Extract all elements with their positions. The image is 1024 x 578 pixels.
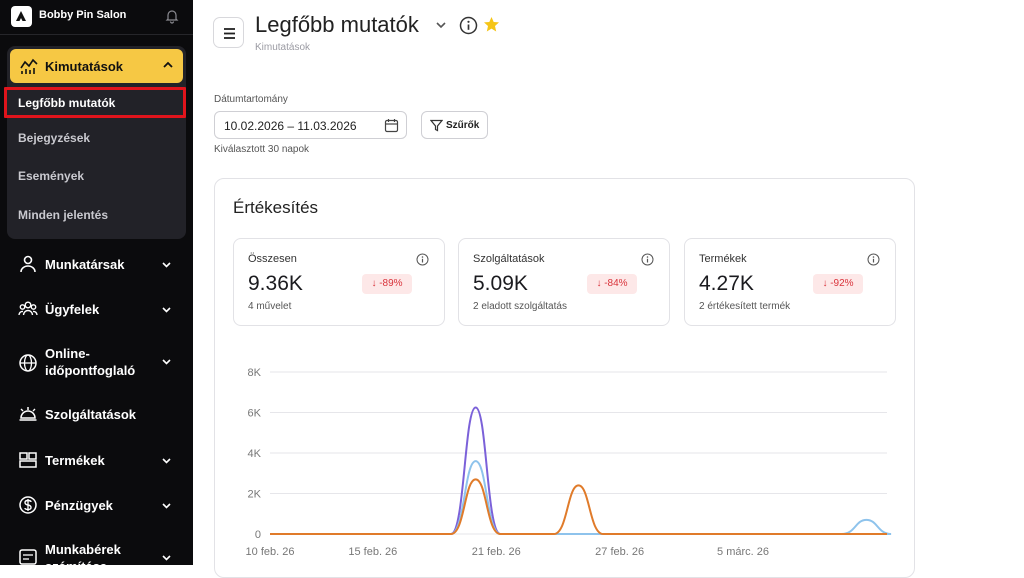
breadcrumb[interactable]: Kimutatások bbox=[255, 42, 311, 53]
globe-icon bbox=[18, 353, 38, 373]
sidebar-item-finances[interactable]: Pénzügyek bbox=[0, 485, 193, 525]
sidebar-item-online-booking[interactable]: Online- időpontfoglaló bbox=[0, 341, 193, 385]
person-icon bbox=[18, 254, 38, 274]
metric-subtext: 2 eladott szolgáltatás bbox=[473, 301, 567, 312]
sidebar-item-label: Szolgáltatások bbox=[45, 407, 137, 422]
chart-x-tick-label: 27 feb. 26 bbox=[595, 546, 644, 558]
page-title: Legfőbb mutatók bbox=[255, 12, 419, 37]
metric-value: 5.09K bbox=[473, 272, 528, 295]
metric-name: Összesen bbox=[248, 253, 297, 265]
metric-card-products[interactable]: Termékek 4.27K ↓ -92% 2 értékesített ter… bbox=[684, 238, 896, 326]
sidebar-item-label: Munkatársak bbox=[45, 257, 125, 272]
sales-card: Értékesítés Összesen 9.36K ↓ -89% 4 műve… bbox=[214, 178, 915, 578]
people-icon bbox=[18, 299, 38, 319]
sidebar-subitem-key-metrics[interactable]: Legfőbb mutatók bbox=[18, 96, 116, 110]
analytics-group: Kimutatások Legfőbb mutatók Bejegyzések … bbox=[7, 46, 186, 239]
date-range-picker[interactable]: 10.02.2026 – 11.03.2026 bbox=[214, 111, 407, 139]
chart-y-tick-label: 4K bbox=[248, 448, 262, 460]
sales-chart: 8K 6K 4K 2K 0 10 feb. 26 15 feb. 26 21 feb. 26 2… bbox=[246, 367, 892, 558]
brand-header[interactable]: Bobby Pin Salon bbox=[0, 0, 193, 35]
chart-x-tick-label: 5 márc. 26 bbox=[717, 546, 769, 558]
hamburger-icon bbox=[224, 28, 235, 39]
chevron-down-icon bbox=[160, 454, 173, 467]
sales-card-title: Értékesítés bbox=[233, 198, 319, 217]
metric-value: 4.27K bbox=[699, 272, 754, 295]
filters-button[interactable]: Szűrők bbox=[421, 111, 488, 139]
chart-series-line-2 bbox=[270, 478, 887, 535]
chevron-up-icon[interactable] bbox=[161, 58, 175, 72]
calendar-icon bbox=[384, 118, 399, 133]
sidebar-subitem-events[interactable]: Események bbox=[18, 169, 85, 183]
dollar-icon bbox=[18, 495, 38, 515]
chart-series-line-0 bbox=[270, 406, 887, 535]
metric-card-services[interactable]: Szolgáltatások 5.09K ↓ -84% 2 eladott sz… bbox=[458, 238, 670, 326]
favorite-star-icon[interactable] bbox=[483, 16, 500, 33]
metric-change-badge: ↓ -84% bbox=[587, 274, 637, 294]
chart-y-tick-label: 2K bbox=[248, 489, 262, 501]
metric-change-badge: ↓ -92% bbox=[813, 274, 863, 294]
sidebar-item-analytics[interactable]: Kimutatások bbox=[10, 49, 183, 83]
sidebar-item-products[interactable]: Termékek bbox=[0, 440, 193, 480]
payroll-icon bbox=[18, 547, 38, 565]
info-icon[interactable] bbox=[641, 253, 654, 266]
metric-change-badge: ↓ -89% bbox=[362, 274, 412, 294]
chart-y-tick-label: 6K bbox=[248, 408, 262, 420]
date-range-label: Dátumtartomány bbox=[214, 94, 288, 105]
chevron-down-icon bbox=[160, 355, 173, 368]
chevron-down-icon bbox=[160, 258, 173, 271]
info-icon[interactable] bbox=[459, 16, 478, 35]
chart-y-tick-label: 0 bbox=[255, 529, 261, 541]
info-icon[interactable] bbox=[867, 253, 880, 266]
sidebar-subitem-entries[interactable]: Bejegyzések bbox=[18, 131, 91, 145]
metric-name: Termékek bbox=[699, 253, 747, 265]
sidebar-subitem-all-reports[interactable]: Minden jelentés bbox=[18, 208, 109, 222]
current-item-highlight bbox=[4, 87, 186, 118]
metric-subtext: 4 művelet bbox=[248, 301, 292, 312]
main-content: Legfőbb mutatók Kimutatások Dátumtartomá… bbox=[193, 0, 1024, 578]
sidebar-item-label: Ügyfelek bbox=[45, 302, 100, 317]
sidebar-item-label: Kimutatások bbox=[45, 59, 124, 74]
chevron-down-icon bbox=[160, 303, 173, 316]
notification-bell-icon[interactable] bbox=[163, 7, 181, 25]
sidebar-item-label: Online- időpontfoglaló bbox=[45, 346, 136, 378]
service-bell-icon bbox=[18, 404, 38, 424]
brand-logo-icon bbox=[11, 6, 32, 27]
chart-x-tick-label: 21 feb. 26 bbox=[472, 546, 521, 558]
date-range-value: 10.02.2026 – 11.03.2026 bbox=[224, 119, 357, 133]
date-range-hint: Kiválasztott 30 napok bbox=[214, 144, 310, 155]
info-icon[interactable] bbox=[416, 253, 429, 266]
sidebar-item-payroll[interactable]: Munkabérek számítása bbox=[0, 537, 193, 565]
chevron-down-icon bbox=[160, 499, 173, 512]
chevron-down-icon bbox=[160, 551, 173, 564]
analytics-icon bbox=[19, 57, 39, 75]
menu-button[interactable] bbox=[213, 17, 244, 48]
chart-x-tick-label: 15 feb. 26 bbox=[348, 546, 397, 558]
brand-name: Bobby Pin Salon bbox=[39, 9, 127, 21]
sidebar-item-clients[interactable]: Ügyfelek bbox=[0, 289, 193, 329]
sidebar-item-services[interactable]: Szolgáltatások bbox=[0, 394, 193, 434]
chevron-down-icon[interactable] bbox=[434, 18, 448, 32]
sidebar-item-staff[interactable]: Munkatársak bbox=[0, 244, 193, 284]
metric-name: Szolgáltatások bbox=[473, 253, 545, 265]
chart-series-line-1 bbox=[270, 460, 892, 535]
metric-value: 9.36K bbox=[248, 272, 303, 295]
sidebar-item-label: Termékek bbox=[45, 453, 105, 468]
chart-x-tick-label: 10 feb. 26 bbox=[246, 546, 295, 558]
box-icon bbox=[18, 450, 38, 470]
sidebar-item-label: Munkabérek számítása bbox=[45, 542, 121, 565]
sidebar: Bobby Pin Salon Kimutatások Legfőbb muta… bbox=[0, 0, 193, 565]
metric-subtext: 2 értékesített termék bbox=[699, 301, 791, 312]
chart-y-tick-label: 8K bbox=[248, 367, 262, 379]
metric-card-total[interactable]: Összesen 9.36K ↓ -89% 4 művelet bbox=[233, 238, 445, 326]
sidebar-item-label: Pénzügyek bbox=[45, 498, 113, 513]
filters-button-label: Szűrők bbox=[446, 120, 480, 131]
filter-icon bbox=[429, 119, 444, 132]
